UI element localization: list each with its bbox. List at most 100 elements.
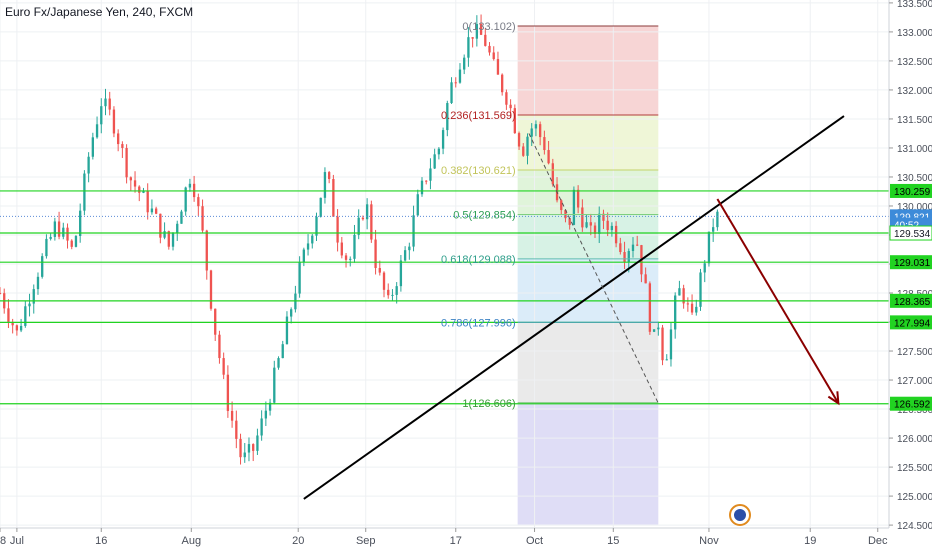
price-label: 127.994 [894, 318, 931, 329]
candle-body [100, 106, 103, 125]
x-axis: 28 Jul 16 Aug 20 Sep 17 Oct 15 Nov 19 Dec [0, 527, 889, 547]
candle-body [41, 256, 44, 277]
candle-body [154, 208, 158, 214]
candle-body [205, 230, 208, 271]
candle-body [560, 200, 563, 211]
y-tick-label: 133.500 [897, 0, 932, 10]
candle-body [598, 213, 601, 234]
candle-body [116, 133, 120, 145]
fib-level-label: 1(126.606) [462, 398, 515, 410]
candle-body [585, 222, 588, 228]
candle-body [501, 74, 504, 93]
y-tick-label: 133.000 [897, 28, 932, 39]
candle-body [551, 163, 554, 185]
fib-band [517, 258, 659, 323]
candle-body [142, 190, 145, 193]
candle-body [665, 359, 668, 361]
y-tick-label: 125.000 [897, 492, 932, 503]
candle-body [690, 303, 694, 313]
price-label-box [890, 293, 932, 308]
candle-body [36, 276, 40, 290]
candle-body [703, 263, 706, 273]
candle-body [610, 225, 614, 231]
candle-body [593, 225, 597, 234]
candle-body [631, 244, 635, 251]
candle-body [176, 223, 179, 233]
candle-body [83, 173, 86, 211]
candle-body [133, 180, 137, 187]
candle-body [408, 246, 411, 251]
candle-body [104, 98, 107, 107]
y-tick-label: 132.000 [897, 86, 932, 97]
candle-body [682, 288, 685, 304]
horizontal-levels [0, 190, 889, 405]
candle-body [218, 334, 221, 359]
candle-body [24, 306, 27, 326]
candle-body [623, 252, 626, 263]
candle-body [49, 236, 52, 239]
forecast-arrow [716, 198, 840, 404]
candle-body [290, 309, 293, 317]
candle-body [526, 136, 529, 156]
candle-body [522, 146, 525, 156]
price-label-box [890, 315, 932, 330]
candle-body [365, 204, 369, 220]
x-tick-label: Sep [356, 535, 376, 547]
candle-body [79, 210, 82, 236]
candle-body [327, 172, 331, 179]
candle-body [496, 59, 500, 75]
candle-body [488, 45, 491, 53]
candle-body [70, 240, 73, 247]
x-tick-label: Dec [868, 535, 888, 547]
candle-body [707, 231, 711, 264]
candle-body [298, 262, 301, 294]
candle-body [184, 187, 187, 212]
trendline [303, 115, 845, 500]
candle-body [247, 444, 251, 453]
candle-body [661, 327, 664, 361]
candle-body [530, 128, 533, 137]
candle-body [222, 358, 225, 375]
candle-body [644, 274, 647, 284]
candle-body [425, 180, 428, 182]
candle-body [441, 130, 445, 149]
candle-body [91, 137, 94, 157]
candle-body [15, 325, 19, 331]
candle-body [121, 144, 124, 148]
candle-body [323, 172, 327, 198]
candle-body [619, 243, 622, 253]
logo-core [734, 509, 746, 521]
y-tick-label: 132.500 [897, 57, 932, 68]
price-label-box [890, 255, 932, 270]
candle-body [125, 147, 128, 178]
fib-band [517, 25, 659, 115]
candle-body [226, 374, 230, 411]
candle-body [695, 306, 698, 313]
candle-body [391, 294, 394, 296]
drawings [303, 115, 845, 500]
candle-body [399, 260, 403, 287]
price-labels: 130.259129.82140:52129.534129.031128.365… [889, 183, 932, 411]
candle-body [382, 272, 386, 290]
candle-body [264, 410, 268, 419]
y-tick-label: 127.500 [897, 347, 932, 358]
candle-body [361, 217, 365, 220]
candle-body [171, 232, 175, 247]
candle-body [699, 272, 702, 307]
candle-body [437, 148, 441, 155]
candle-body [572, 189, 576, 225]
candle-body [538, 124, 542, 138]
candle-body [197, 197, 200, 207]
x-tick-label: 20 [292, 535, 304, 547]
candle-body [95, 124, 99, 138]
candle-body [163, 231, 166, 238]
candle-body [458, 69, 462, 83]
price-label-box [890, 183, 932, 198]
fib-level-label: 0.236(131.569) [441, 110, 516, 122]
candle-body [547, 150, 550, 164]
candle-body [576, 189, 580, 208]
candle-body [589, 222, 592, 226]
price-label-box [890, 396, 932, 411]
